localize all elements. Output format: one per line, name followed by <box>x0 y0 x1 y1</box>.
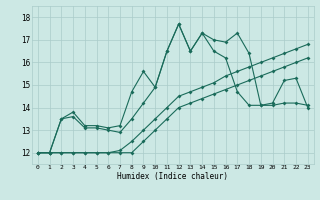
X-axis label: Humidex (Indice chaleur): Humidex (Indice chaleur) <box>117 172 228 181</box>
